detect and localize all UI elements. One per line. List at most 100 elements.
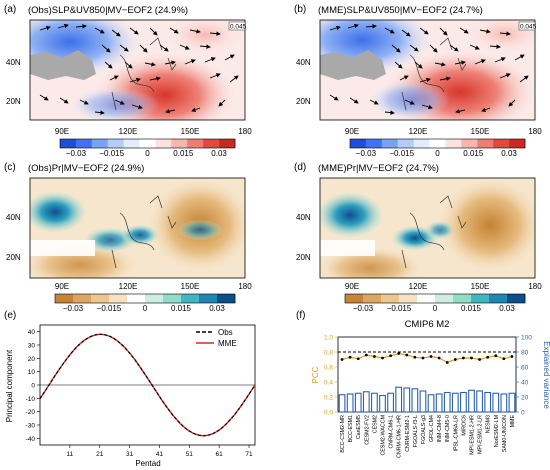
colorbar-frame xyxy=(54,293,236,304)
pcc-point xyxy=(486,355,490,359)
colorbar-frame xyxy=(349,138,526,149)
colorbar-swatch xyxy=(435,294,454,303)
y-tick-label-right: 20 xyxy=(521,395,529,402)
variance-bar xyxy=(362,391,370,413)
vector-ref-box xyxy=(228,21,246,31)
variance-bar xyxy=(476,390,483,413)
variance-bar xyxy=(427,394,435,413)
y-tick-label-left: 0.4 xyxy=(324,380,333,387)
coastline xyxy=(401,37,467,111)
colorbar-label: −0.03 xyxy=(66,149,87,158)
pcc-point xyxy=(502,357,506,361)
colorbar-label: 0 xyxy=(143,304,148,313)
map-frame xyxy=(29,177,246,279)
category-label: GFDL-CM4 xyxy=(429,415,435,442)
colorbar-label: −0.015 xyxy=(99,149,124,158)
variance-bar xyxy=(371,392,378,413)
lat-label: 20N xyxy=(6,97,21,106)
category-label: FGOALS-g3 xyxy=(421,415,427,444)
colorbar-swatch xyxy=(509,139,526,148)
wind-vectors xyxy=(39,23,239,115)
y-tick-label-left: 0.2 xyxy=(324,395,333,402)
y-tick-label-right: 0 xyxy=(521,410,525,417)
colorbar-swatch xyxy=(461,139,478,148)
pcc-point xyxy=(364,353,368,357)
lat-label: 40N xyxy=(6,213,21,222)
lon-label: 150E xyxy=(471,127,490,136)
variance-bar xyxy=(338,394,346,413)
legend-label: Obs xyxy=(218,328,233,337)
lon-label: 150E xyxy=(181,127,200,136)
pcc-point xyxy=(397,352,401,355)
variance-bar xyxy=(403,387,411,413)
x-tick-label: 31 xyxy=(126,451,134,458)
panel-title: (MME)SLP&UV850|MV−EOF2 (24.7%) xyxy=(318,5,483,16)
map-frame xyxy=(319,19,536,121)
category-label: INM-CM4-8 xyxy=(437,415,443,442)
y-axis-label-left: PCC xyxy=(311,366,320,383)
pcc-point xyxy=(405,353,409,357)
colorbar: −0.03 −0.015 0 0.015 0.03 xyxy=(344,293,526,313)
legend: Obs MME xyxy=(196,328,237,348)
variance-bar xyxy=(435,393,443,413)
bars xyxy=(338,386,516,413)
panel-b: (b) (MME)SLP&UV850|MV−EOF2 (24.7%) xyxy=(294,4,542,158)
panel-d: (d) (MME)Pr|MV−EOF2 (24.7%) 40N 20N 90E … xyxy=(294,162,542,313)
colorbar-swatch xyxy=(429,139,446,148)
colorbar-swatch xyxy=(155,139,172,148)
legend-label: MME xyxy=(218,339,237,348)
variance-bar xyxy=(451,392,459,413)
colorbar-swatch xyxy=(203,139,220,148)
colorbar-swatch xyxy=(55,294,74,303)
colorbar-frame xyxy=(59,138,236,149)
variance-bar xyxy=(500,393,508,413)
lon-label: 180 xyxy=(238,282,252,291)
colorbar-label: 0.015 xyxy=(171,304,192,313)
variance-bar xyxy=(411,388,419,413)
category-label: SAM0-UNICON xyxy=(502,415,508,452)
colorbar: −0.03 −0.015 0 0.015 0.03 xyxy=(59,138,236,158)
pcc-point xyxy=(494,354,498,358)
panel-title: (Obs)Pr|MV−EOF2 (24.9%) xyxy=(28,163,144,174)
vector-ref-label: 0.045 xyxy=(230,24,247,31)
plot-frame xyxy=(337,336,517,413)
lon-label: 180 xyxy=(238,127,252,136)
colorbar-swatch xyxy=(397,139,414,148)
pcc-point xyxy=(381,356,384,360)
plateau-mask xyxy=(320,50,386,80)
pcc-point xyxy=(478,358,481,361)
category-label: NorESM2-LM xyxy=(494,415,500,447)
lat-label: 40N xyxy=(296,58,311,67)
colorbar-swatch xyxy=(381,294,400,303)
pcc-point xyxy=(389,354,392,358)
y-tick-label: -40 xyxy=(26,436,36,443)
variance-bar xyxy=(508,392,516,413)
colorbar-swatch xyxy=(123,139,140,148)
wind-vectors xyxy=(329,23,529,115)
x-tick-label: 41 xyxy=(156,451,164,458)
x-tick-label: 71 xyxy=(245,451,253,458)
colorbar-swatch xyxy=(109,294,128,303)
chart-title: CMIP6 M2 xyxy=(405,319,450,330)
category-label: CNRM-CM6-1-HR xyxy=(397,415,403,458)
y-tick-label-left: 0.0 xyxy=(324,410,333,417)
pcc-point xyxy=(421,356,425,360)
colorbar-label: 0.03 xyxy=(211,149,227,158)
variance-bar xyxy=(379,394,386,413)
colorbar-label: −0.015 xyxy=(389,149,414,158)
obs-line xyxy=(39,333,256,437)
vector-ref-label: 0.045 xyxy=(520,24,537,31)
colorbar-swatch xyxy=(73,294,92,303)
y-tick-label-right: 40 xyxy=(521,380,529,387)
colorbar-swatch xyxy=(471,294,490,303)
map-frame xyxy=(319,177,536,279)
y-tick-label: -10 xyxy=(26,396,36,403)
colorbar-swatch xyxy=(75,139,93,148)
lon-label: 120E xyxy=(409,282,428,291)
lon-label: 120E xyxy=(409,127,428,136)
axis-ticks: 0.0 0.2 0.4 0.6 0.8 1.0 0 20 40 60 80 100 xyxy=(324,335,532,417)
y-axis-label: Principal component xyxy=(5,349,14,422)
colorbar-label: 0.015 xyxy=(463,149,484,158)
lon-label: 180 xyxy=(528,282,542,291)
y-tick-label-right: 100 xyxy=(521,335,532,342)
